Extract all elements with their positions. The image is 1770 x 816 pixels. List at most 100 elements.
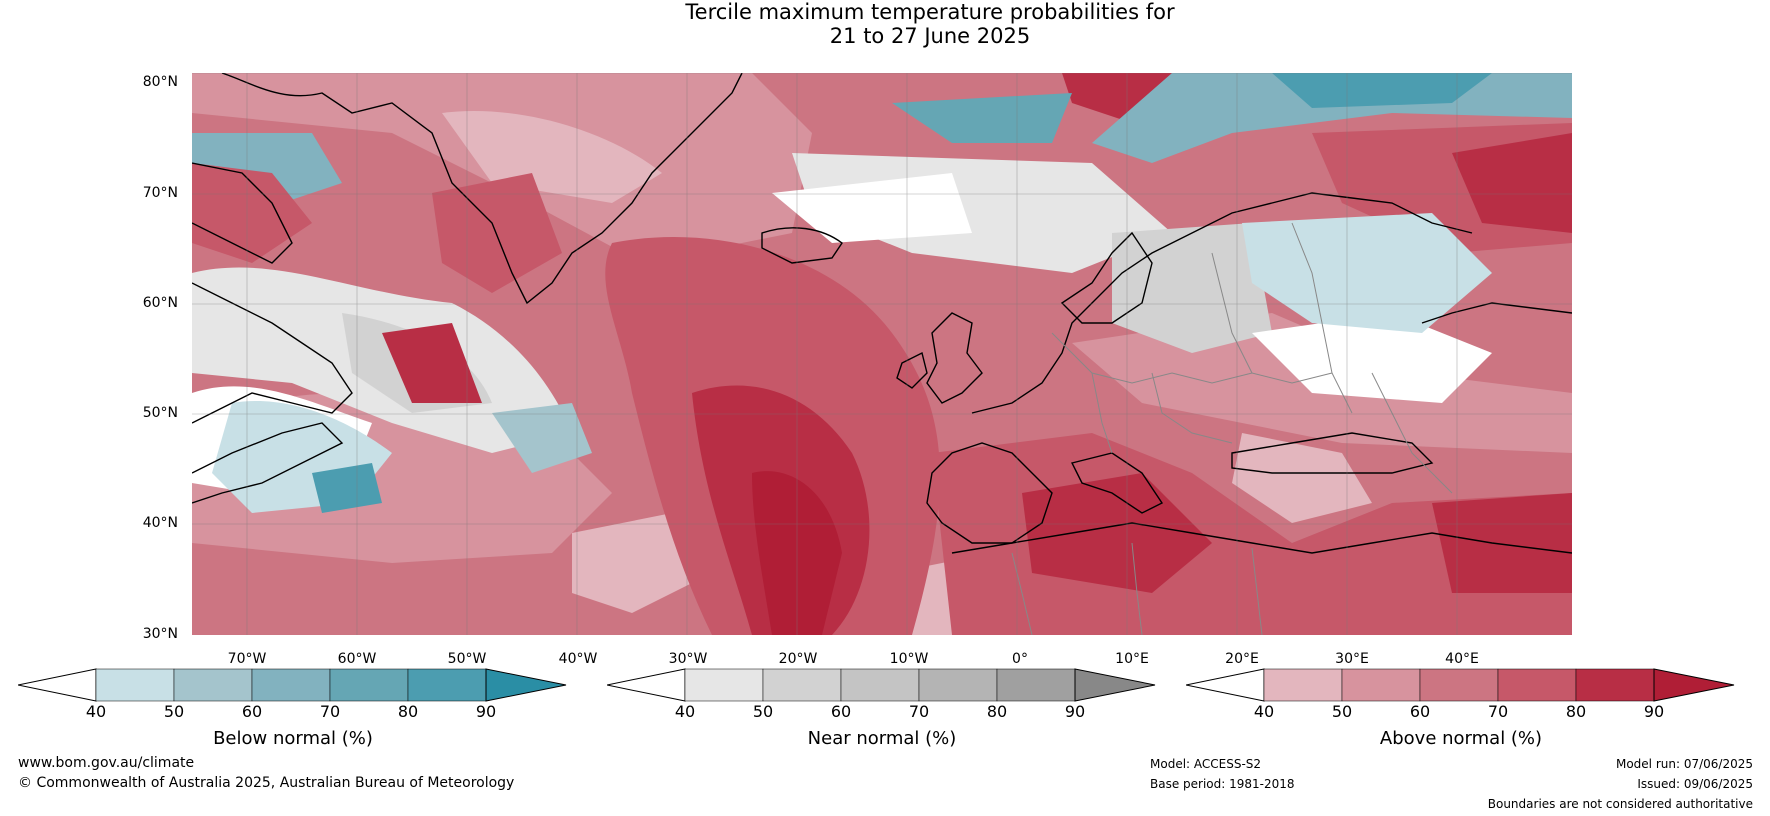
region-above-very-strong: [1432, 493, 1572, 593]
website-link[interactable]: www.bom.gov.au/climate: [18, 755, 195, 771]
north-africa-coast: [951, 522, 1572, 554]
region-above-very-strong: [382, 323, 482, 403]
probability-map: [192, 73, 1572, 635]
cbar-near-tick: 70: [908, 702, 930, 721]
cbar-above-tick: 40: [1253, 702, 1275, 721]
cbar-below-tick: 60: [241, 702, 263, 721]
cbar-near-bin: [840, 668, 920, 702]
britain-coast: [926, 312, 983, 404]
coastlines: [192, 73, 1572, 554]
lat-label-40n: 40°N: [142, 515, 178, 531]
lon-label-10w: 10°W: [889, 651, 929, 667]
cbar-below-tick: 40: [85, 702, 107, 721]
cbar-below-tick: 70: [319, 702, 341, 721]
cbar-near-extend-high: [1074, 668, 1156, 702]
border: [1011, 552, 1033, 635]
cbar-above-extend-low: [1186, 668, 1265, 702]
cbar-above-tick: 50: [1331, 702, 1353, 721]
lat-label-30n: 30°N: [142, 626, 178, 642]
lon-label-30w: 30°W: [668, 651, 708, 667]
region-above-lightest: [1232, 433, 1372, 523]
region-below-normal-strong: [892, 93, 1072, 143]
lon-label-40e: 40°E: [1445, 651, 1479, 667]
region-below-normal-stronger: [1272, 73, 1492, 108]
lon-label-70w: 70°W: [227, 651, 267, 667]
italy-coast: [1070, 452, 1164, 514]
cbar-near-bin: [762, 668, 842, 702]
border: [1131, 542, 1143, 635]
cbar-below-tick: 80: [397, 702, 419, 721]
lat-label-70n: 70°N: [142, 185, 178, 201]
cbar-below-bin: [407, 668, 487, 702]
region-above-strong: [432, 173, 562, 293]
cbar-above-bin: [1575, 668, 1655, 702]
cbar-near-bin: [684, 668, 764, 702]
cbar-above-bin: [1497, 668, 1577, 702]
colorbar-above: [1186, 668, 1735, 702]
model-text: Model: ACCESS-S2: [1150, 757, 1262, 771]
north-europe-coast: [971, 192, 1473, 414]
colorbar-near-label: Near normal (%): [807, 728, 957, 749]
lon-label-20w: 20°W: [778, 651, 818, 667]
lon-label-0: 0°: [1012, 651, 1028, 667]
cbar-below-tick: 50: [163, 702, 185, 721]
lat-label-80n: 80°N: [142, 74, 178, 90]
baffin-coast: [192, 162, 293, 264]
copyright-text: © Commonwealth of Australia 2025, Austra…: [18, 775, 515, 791]
lat-label-50n: 50°N: [142, 405, 178, 421]
border: [1211, 252, 1253, 374]
cbar-above-tick: 90: [1643, 702, 1665, 721]
black-sea-coast: [1231, 432, 1434, 474]
region-no-signal: [772, 173, 972, 243]
lon-label-20e: 20°E: [1225, 651, 1259, 667]
chart-title: Tercile maximum temperature probabilitie…: [0, 0, 1770, 48]
colorbar-below: [18, 668, 567, 702]
cbar-below-bin: [173, 668, 253, 702]
region-below-normal: [492, 403, 592, 473]
cbar-above-tick: 70: [1487, 702, 1509, 721]
colorbar-near: [607, 668, 1156, 702]
cbar-below-extend-high: [485, 668, 567, 702]
region-above-very-strong: [1022, 473, 1212, 593]
cbar-above-tick: 80: [1565, 702, 1587, 721]
cbar-below-bin: [251, 668, 331, 702]
cbar-near-bin: [996, 668, 1076, 702]
lon-label-40w: 40°W: [558, 651, 598, 667]
colorbar-above-label: Above normal (%): [1379, 728, 1543, 749]
cbar-near-tick: 40: [674, 702, 696, 721]
cbar-above-bin: [1419, 668, 1499, 702]
ireland-coast: [896, 351, 928, 389]
labrador-coast: [192, 282, 353, 424]
border: [1251, 547, 1263, 635]
lat-label-60n: 60°N: [142, 295, 178, 311]
russia-north-coast: [1421, 302, 1572, 324]
cbar-above-extend-high: [1653, 668, 1735, 702]
disclaimer-text: Boundaries are not considered authoritat…: [1487, 797, 1753, 811]
border: [1051, 332, 1333, 384]
region-no-signal: [1252, 313, 1492, 403]
iceland-coast: [761, 227, 843, 264]
cbar-below-bin: [329, 668, 409, 702]
issued-text: Issued: 09/06/2025: [1637, 777, 1753, 791]
region-above-very-strong: [1452, 133, 1572, 233]
cbar-above-tick: 60: [1409, 702, 1431, 721]
cbar-above-bin: [1263, 668, 1343, 702]
cbar-near-bin: [918, 668, 998, 702]
border: [1091, 372, 1113, 454]
cbar-below-bin: [95, 668, 175, 702]
cbar-near-tick: 50: [752, 702, 774, 721]
base-period-text: Base period: 1981-2018: [1150, 777, 1295, 791]
cbar-below-extend-low: [18, 668, 97, 702]
region-near-normal-2: [1112, 223, 1272, 353]
cbar-near-tick: 60: [830, 702, 852, 721]
lon-label-60w: 60°W: [337, 651, 377, 667]
lon-label-10e: 10°E: [1115, 651, 1149, 667]
title-line-2: 21 to 27 June 2025: [829, 24, 1031, 48]
newfoundland-coast: [192, 422, 344, 504]
cbar-near-tick: 90: [1064, 702, 1086, 721]
border: [1291, 222, 1353, 414]
cbar-above-bin: [1341, 668, 1421, 702]
graticule: [192, 73, 1572, 635]
country-borders: [1011, 222, 1453, 635]
cbar-near-tick: 80: [986, 702, 1008, 721]
